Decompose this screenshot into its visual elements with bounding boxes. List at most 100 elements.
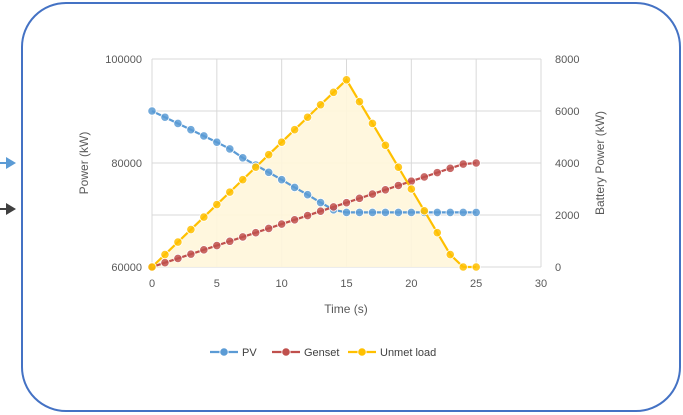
pv-point (160, 112, 170, 122)
pv-point (432, 207, 442, 217)
pv-point (173, 118, 183, 129)
left-arrows (0, 157, 16, 215)
pv-point (225, 144, 235, 154)
unmet-load-point (341, 75, 352, 85)
unmet-load-point (251, 162, 261, 172)
pv-point (471, 207, 481, 217)
arrow-head-icon (6, 203, 16, 215)
pv-point (445, 207, 455, 217)
y-tick-label: 100000 (105, 54, 142, 66)
genset-point (186, 249, 196, 259)
unmet-load-point (445, 249, 455, 260)
pv-point (458, 207, 468, 217)
genset-point (393, 180, 403, 191)
unmet-load-point (290, 125, 300, 135)
genset-point (225, 236, 235, 246)
x-tick-label: 20 (405, 278, 417, 290)
pv-point (147, 106, 157, 116)
pv-point (341, 207, 352, 217)
arrow-head-icon (6, 157, 16, 169)
unmet-load-point (147, 262, 157, 272)
genset-point (367, 189, 378, 199)
y-tick-label: 60000 (111, 262, 142, 274)
y-axis-title: Power (kW) (77, 132, 91, 195)
genset-point (432, 168, 442, 178)
unmet-load-point (238, 175, 248, 185)
x-tick-label: 15 (340, 278, 352, 290)
pv-point (277, 175, 287, 185)
genset-point (302, 210, 313, 221)
genset-point (471, 158, 481, 168)
unmet-load-point (406, 184, 416, 194)
unmet-load-point (277, 137, 287, 147)
unmet-load-point (432, 228, 442, 238)
y2-tick-label: 0 (555, 262, 561, 274)
unmet-load-point (393, 162, 403, 172)
y2-tick-label: 4000 (555, 158, 579, 170)
unmet-load-point (160, 249, 170, 260)
genset-point (212, 240, 222, 251)
legend-marker-unmet-load (357, 347, 367, 357)
x-tick-label: 30 (535, 278, 547, 290)
genset-point (419, 172, 429, 182)
pv-point (290, 182, 300, 193)
pv-point (380, 207, 390, 217)
unmet-load-point (380, 140, 390, 150)
unmet-load-point (186, 224, 196, 235)
genset-point (341, 198, 352, 208)
legend-label-unmet-load: Unmet load (380, 347, 436, 359)
genset-point (264, 223, 274, 233)
pv-point (186, 125, 196, 135)
unmet-load-point (225, 187, 235, 197)
unmet-load-point (302, 112, 313, 122)
y2-axis-title: Battery Power (kW) (593, 111, 607, 215)
pv-point (354, 207, 365, 217)
genset-point (277, 219, 287, 229)
pv-point (406, 207, 416, 217)
y-tick-label: 80000 (111, 158, 142, 170)
pv-point (302, 190, 313, 200)
unmet-load-point (471, 262, 481, 272)
genset-point (380, 185, 390, 195)
legend-marker-genset (281, 347, 291, 357)
genset-point (238, 232, 248, 242)
genset-point (315, 206, 326, 216)
unmet-load-point (199, 212, 209, 222)
legend-label-pv: PV (242, 347, 257, 359)
unmet-load-point (264, 150, 274, 160)
tick-labels: 0 5 10 15 20 25 30 60000 80000 100000 0 2000 4000 600… (105, 54, 579, 290)
legend-marker-pv (219, 347, 229, 357)
unmet-load-point (328, 87, 339, 97)
series-layer (147, 75, 481, 272)
pv-point (315, 197, 326, 208)
genset-point (445, 163, 455, 173)
y2-tick-label: 8000 (555, 54, 579, 66)
unmet-load-area (152, 79, 477, 267)
unmet-load-point (419, 206, 429, 216)
genset-point (160, 258, 170, 268)
unmet-load-area (152, 79, 477, 267)
unmet-load-point (354, 97, 365, 107)
pv-point (367, 207, 378, 217)
x-tick-label: 10 (276, 278, 288, 290)
genset-point (173, 253, 183, 264)
x-axis-title: Time (s) (324, 302, 368, 316)
pv-point (199, 131, 209, 141)
genset-point (458, 159, 468, 169)
pv-point (264, 167, 274, 177)
legend: PV Genset Unmet load (210, 347, 436, 359)
genset-point (251, 228, 261, 238)
genset-point (199, 245, 209, 255)
pv-point (238, 153, 248, 163)
unmet-load-point (173, 237, 183, 247)
genset-point (328, 202, 339, 212)
y2-tick-label: 6000 (555, 106, 579, 118)
unmet-load-point (315, 100, 326, 110)
pv-point (212, 137, 222, 147)
pv-point (393, 207, 403, 217)
unmet-load-point (367, 118, 378, 129)
unmet-load-point (212, 200, 222, 210)
y2-tick-label: 2000 (555, 210, 579, 222)
unmet-load-point (458, 262, 468, 272)
